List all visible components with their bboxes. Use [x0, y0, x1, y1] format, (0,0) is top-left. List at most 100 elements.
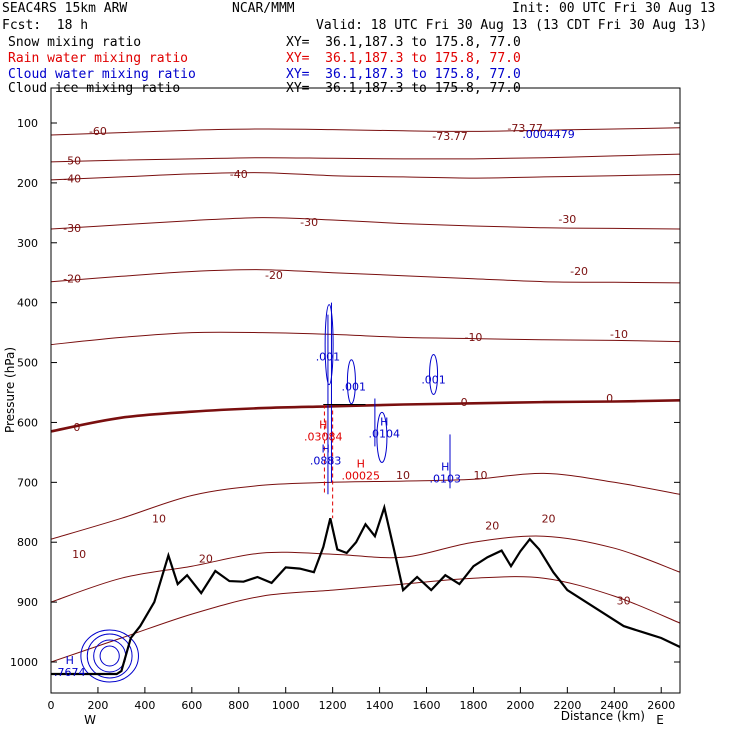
y-tick-label: 200: [17, 177, 38, 190]
isotherm-line: [51, 399, 680, 433]
y-axis-label: Pressure (hPa): [3, 347, 17, 433]
y-tick-label: 600: [17, 416, 38, 429]
isotherm-group: [51, 127, 680, 663]
y-tick-label: 300: [17, 237, 38, 250]
contour-label: -30: [300, 216, 318, 229]
center-name: NCAR/MMM: [232, 1, 295, 16]
cloud-water-contour: [93, 639, 127, 673]
x-tick-label: 1000: [272, 699, 300, 712]
high-marker-value: .7674: [54, 666, 86, 679]
contour-label: -73.77: [432, 130, 467, 143]
x-axis-label: Distance (km): [561, 709, 645, 723]
contour-label: 30: [617, 594, 631, 607]
axes-group: 0 200 400 600 800 1000 1200 1400 1600 1800 2000 220…: [10, 117, 680, 712]
x-tick-label: 2400: [600, 699, 628, 712]
contour-value-label: .001: [421, 373, 446, 386]
x-tick-label: 1800: [459, 699, 487, 712]
endpoint-left: W: [84, 713, 96, 727]
contour-label: 10: [396, 469, 410, 482]
isotherm-line: [51, 472, 680, 540]
contour-value-label: .0004479: [522, 128, 575, 141]
contour-label: -10: [464, 331, 482, 344]
isotherm-line: [51, 153, 680, 163]
contour-label: 20: [542, 512, 556, 525]
high-marker-value: .03084: [304, 430, 343, 443]
contour-label: -40: [63, 173, 81, 186]
contour-label: -30: [63, 222, 81, 235]
forecast-hour: Fcst: 18 h: [2, 18, 89, 33]
contour-label: 0: [73, 421, 80, 434]
header: SEAC4RS 15km ARW NCAR/MMM Init: 00 UTC F…: [0, 0, 740, 100]
field-label-rain: Rain water mixing ratio: [8, 51, 189, 66]
contour-value-label: .001: [342, 381, 367, 394]
x-tick-label: 600: [181, 699, 202, 712]
x-tick-label: 200: [87, 699, 108, 712]
cloud-water-contour: [324, 304, 334, 386]
contour-label: 10: [152, 512, 166, 525]
high-marker-label: H: [380, 415, 388, 428]
isotherm-line: [51, 172, 680, 181]
field-xy-rain: XY= 36.1,187.3 to 175.8, 77.0: [286, 51, 521, 66]
contour-label: 0: [461, 396, 468, 409]
contour-label: -10: [610, 328, 628, 341]
contour-label: 20: [199, 552, 213, 565]
y-tick-label: 500: [17, 357, 38, 370]
contour-label: -20: [265, 269, 283, 282]
contour-value-label: .001: [316, 351, 341, 364]
field-xy-snow: XY= 36.1,187.3 to 175.8, 77.0: [286, 35, 521, 50]
high-marker-label: H: [357, 457, 365, 470]
contour-label: 20: [485, 519, 499, 532]
cloud-water-contour: [376, 411, 388, 463]
high-marker-label: H: [319, 418, 327, 431]
field-label-cloud-water: Cloud water mixing ratio: [8, 67, 196, 82]
model-title: SEAC4RS 15km ARW: [2, 1, 128, 16]
field-xy-cloud-water: XY= 36.1,187.3 to 175.8, 77.0: [286, 67, 521, 82]
contour-label: -60: [89, 125, 107, 138]
y-tick-label: 100: [17, 117, 38, 130]
hydrometeor-group: [80, 302, 451, 683]
high-marker-label: H: [441, 460, 449, 473]
isotherm-line: [51, 127, 680, 136]
isotherm-line: [51, 217, 680, 230]
high-marker-value: .0104: [369, 427, 401, 440]
x-tick-label: 2000: [506, 699, 534, 712]
x-tick-label: 1400: [366, 699, 394, 712]
y-tick-label: 1000: [10, 656, 38, 669]
y-tick-label: 400: [17, 297, 38, 310]
x-tick-label: 800: [228, 699, 249, 712]
isotherm-line: [51, 269, 680, 284]
x-tick-label: 400: [134, 699, 155, 712]
valid-time: Valid: 18 UTC Fri 30 Aug 13 (13 CDT Fri …: [316, 18, 708, 33]
cloud-water-contour: [429, 354, 439, 396]
cloud-water-contour: [346, 359, 356, 405]
contour-label: -50: [63, 155, 81, 168]
y-tick-label: 900: [17, 596, 38, 609]
field-label-snow: Snow mixing ratio: [8, 35, 142, 50]
high-marker-value: .0883: [310, 454, 342, 467]
cloud-water-contour: [99, 645, 120, 667]
high-marker-value: .0103: [430, 472, 462, 485]
contour-label: -40: [230, 168, 248, 181]
isotherm-line: [51, 535, 680, 603]
contour-label: 10: [72, 548, 86, 561]
endpoint-right: E: [656, 713, 664, 727]
contour-label: -20: [63, 273, 81, 286]
terrain-line: [51, 503, 680, 676]
contour-label: -73.77: [507, 122, 542, 135]
terrain-group: [51, 503, 680, 676]
contour-label: 0: [606, 392, 613, 405]
isotherm-line: [51, 576, 680, 663]
contour-label-group: -60 -50 -40 -40 -30 -30 -30 -20 -20 -20 -10 -10 0 0 0 1…: [54, 122, 631, 679]
cloud-water-contour: [86, 633, 133, 679]
x-tick-label: 1200: [319, 699, 347, 712]
x-tick-label: 2200: [553, 699, 581, 712]
contour-label: -20: [570, 265, 588, 278]
high-marker-label: H: [321, 442, 329, 455]
y-tick-label: 800: [17, 536, 38, 549]
y-tick-label: 700: [17, 476, 38, 489]
x-tick-label: 0: [48, 699, 55, 712]
init-time: Init: 00 UTC Fri 30 Aug 13: [512, 1, 716, 16]
x-tick-label: 2600: [647, 699, 675, 712]
isotherm-line: [51, 331, 680, 346]
